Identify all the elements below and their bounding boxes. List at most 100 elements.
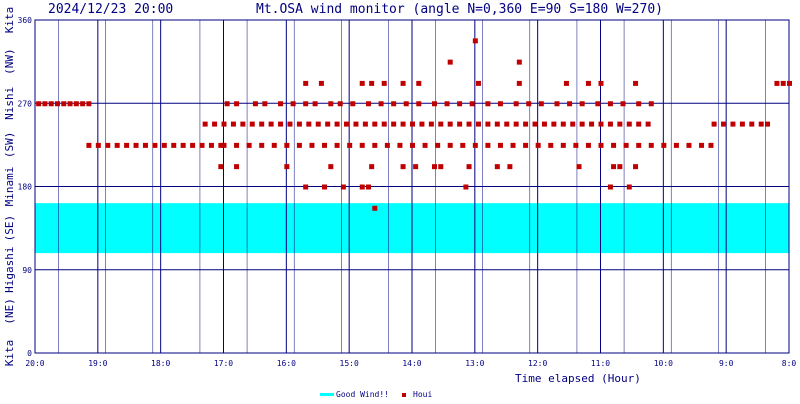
legend-label-houi: Houi <box>413 390 432 399</box>
data-point <box>218 142 224 148</box>
data-point <box>322 142 328 148</box>
data-point <box>585 142 591 148</box>
data-point <box>444 101 450 107</box>
y-tick-label: 360 <box>18 16 33 25</box>
direction-label-layer: Kita (NE) Higashi (SE) Minami (SW) Nishi (NW) Ki… <box>3 7 16 367</box>
data-point <box>523 121 529 127</box>
data-point <box>579 121 585 127</box>
data-point <box>325 121 331 127</box>
data-point <box>303 101 309 107</box>
data-point <box>617 121 623 127</box>
data-point <box>246 142 252 148</box>
data-point <box>218 164 224 170</box>
data-point <box>133 142 139 148</box>
data-point <box>212 121 218 127</box>
data-point <box>721 121 727 127</box>
data-point <box>636 101 642 107</box>
data-point <box>510 142 516 148</box>
data-point <box>54 101 60 107</box>
data-point <box>284 142 290 148</box>
data-point <box>749 121 755 127</box>
data-point <box>485 142 491 148</box>
data-point <box>485 101 491 107</box>
data-point <box>438 121 444 127</box>
data-point <box>353 121 359 127</box>
data-point <box>202 121 208 127</box>
data-point <box>259 142 265 148</box>
direction-label: (NW) <box>3 48 16 75</box>
data-point <box>787 80 792 86</box>
direction-label: (SE) <box>3 215 16 242</box>
data-point <box>620 101 626 107</box>
data-point <box>711 121 717 127</box>
data-point <box>199 142 205 148</box>
points-layer <box>36 38 792 211</box>
data-point <box>42 101 48 107</box>
data-point <box>161 142 167 148</box>
data-point <box>463 184 469 190</box>
data-point <box>337 101 343 107</box>
data-point <box>513 101 519 107</box>
data-point <box>61 101 67 107</box>
data-point <box>466 121 472 127</box>
data-point <box>648 142 654 148</box>
data-point <box>391 101 397 107</box>
data-point <box>413 164 419 170</box>
data-point <box>457 101 463 107</box>
direction-label: Minami <box>3 167 16 207</box>
data-point <box>607 101 613 107</box>
data-point <box>497 101 503 107</box>
data-point <box>475 80 481 86</box>
data-point <box>633 80 639 86</box>
data-point <box>617 164 623 170</box>
data-point <box>472 38 478 44</box>
timestamp-label: 2024/12/23 20:00 <box>48 2 173 17</box>
data-point <box>312 101 318 107</box>
data-point <box>309 142 315 148</box>
data-point <box>224 101 230 107</box>
data-point <box>532 121 538 127</box>
x-tick-label: 19:0 <box>88 359 107 368</box>
x-tick-label: 15:0 <box>340 359 359 368</box>
data-point <box>48 101 54 107</box>
data-point <box>230 121 236 127</box>
data-point <box>350 101 356 107</box>
data-point <box>774 80 780 86</box>
data-point <box>447 59 453 65</box>
data-point <box>369 80 375 86</box>
data-point <box>114 142 120 148</box>
data-point <box>598 121 604 127</box>
data-point <box>730 121 736 127</box>
data-point <box>551 121 557 127</box>
data-point <box>516 59 522 65</box>
data-point <box>576 164 582 170</box>
data-point <box>422 142 428 148</box>
data-point <box>431 164 437 170</box>
direction-label: Kita <box>3 7 16 34</box>
data-point <box>221 121 227 127</box>
data-point <box>290 101 296 107</box>
data-point <box>673 142 679 148</box>
y-tick-label: 180 <box>18 183 33 192</box>
y-tick-label: 0 <box>27 349 32 358</box>
data-point <box>475 121 481 127</box>
data-point <box>381 80 387 86</box>
data-point <box>362 121 368 127</box>
data-point <box>369 164 375 170</box>
data-point <box>507 164 513 170</box>
data-point <box>438 164 444 170</box>
data-point <box>252 101 258 107</box>
data-point <box>391 121 397 127</box>
data-point <box>538 101 544 107</box>
data-point <box>469 101 475 107</box>
data-point <box>287 121 293 127</box>
data-point <box>105 142 111 148</box>
data-point <box>80 101 86 107</box>
data-point <box>708 142 714 148</box>
data-point <box>86 142 92 148</box>
data-point <box>648 101 654 107</box>
data-point <box>400 164 406 170</box>
data-point <box>523 142 529 148</box>
data-point <box>221 142 227 148</box>
data-point <box>296 121 302 127</box>
